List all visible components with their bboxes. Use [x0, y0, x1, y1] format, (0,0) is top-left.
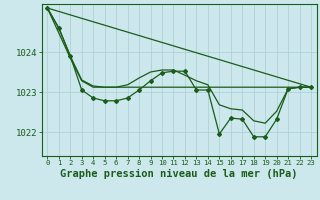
X-axis label: Graphe pression niveau de la mer (hPa): Graphe pression niveau de la mer (hPa): [60, 169, 298, 179]
